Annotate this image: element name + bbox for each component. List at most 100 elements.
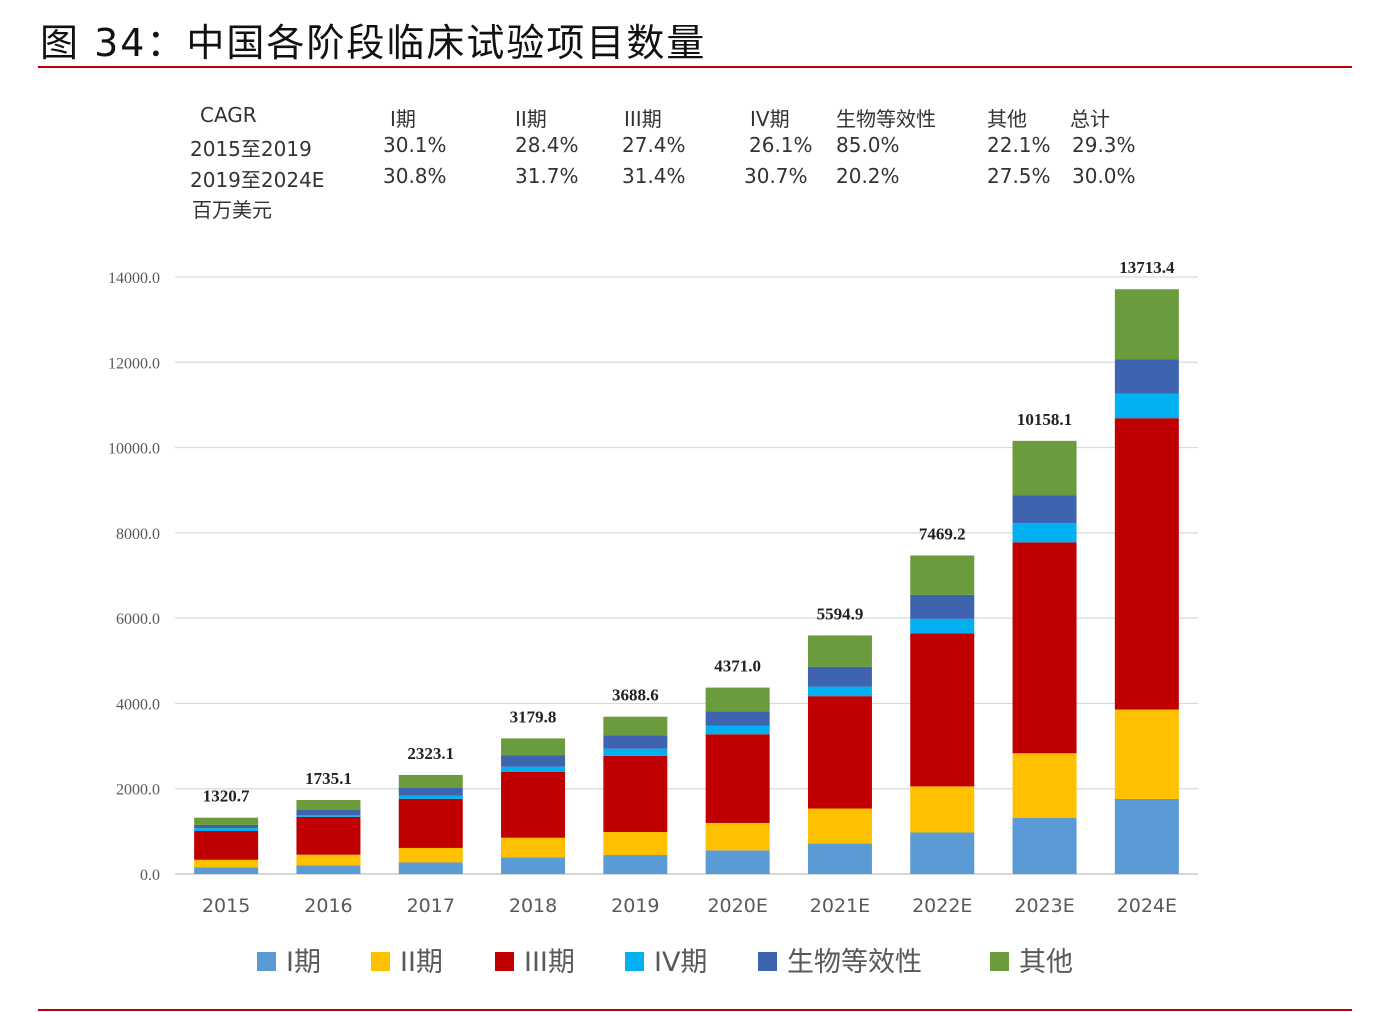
legend-label: 其他: [1019, 947, 1073, 978]
bar-segment: [603, 855, 668, 874]
bar-segment: [1012, 523, 1077, 543]
x-tick-label: 2016: [304, 895, 352, 917]
legend-label: I期: [286, 947, 321, 978]
total-label: 3179.8: [510, 707, 557, 726]
table-cell: 28.4%: [515, 133, 579, 157]
bar-segment: [398, 798, 463, 848]
bar-segment: [1114, 418, 1179, 710]
x-tick-label: 2017: [407, 895, 455, 917]
bar-segment: [910, 618, 975, 634]
bar-segment: [194, 867, 259, 874]
bar-segment: [910, 633, 975, 787]
x-tick-label: 2018: [509, 895, 557, 917]
y-tick-label: 2000.0: [116, 782, 160, 799]
table-header: IV期: [750, 107, 790, 131]
bar-segment: [1114, 798, 1179, 874]
bar-segment: [807, 635, 872, 667]
bar-segment: [398, 847, 463, 863]
table-cell: 29.3%: [1072, 133, 1136, 157]
legend-swatch: [758, 952, 777, 971]
bar-segment: [910, 594, 975, 619]
table-header: II期: [515, 107, 547, 131]
bar-segment: [194, 831, 259, 860]
legend-swatch: [371, 952, 390, 971]
bar-segment: [807, 696, 872, 809]
bar-segment: [296, 816, 361, 855]
table-cell: 30.0%: [1072, 164, 1136, 188]
bar-segment: [296, 865, 361, 874]
bottom-rule: [38, 1009, 1352, 1011]
bar-segment: [910, 786, 975, 833]
legend-label: III期: [524, 947, 575, 978]
bar-segment: [501, 857, 566, 874]
table-cell: 31.7%: [515, 164, 579, 188]
bar-segment: [398, 862, 463, 874]
bar-segment: [705, 725, 770, 735]
bar-segment: [501, 837, 566, 858]
bar-segment: [296, 809, 361, 816]
bar-segment: [807, 808, 872, 844]
table-header: 其他: [987, 107, 1027, 131]
bar-segment: [705, 687, 770, 712]
bar-segment: [1114, 393, 1179, 419]
x-tick-label: 2024E: [1117, 895, 1177, 917]
bar-segment: [194, 817, 259, 825]
table-cell: 30.1%: [383, 133, 447, 157]
total-label: 13713.4: [1119, 258, 1175, 277]
bar-segment: [296, 854, 361, 866]
legend-swatch: [495, 952, 514, 971]
bar-segment: [1012, 440, 1077, 496]
figure-title: 图 34：中国各阶段临床试验项目数量: [40, 21, 707, 65]
top-rule: [38, 66, 1352, 68]
bar-segment: [603, 748, 668, 756]
table-cell: 27.5%: [987, 164, 1051, 188]
y-tick-label: 12000.0: [108, 355, 160, 372]
bar-segment: [501, 766, 566, 772]
table-cell: 26.1%: [749, 133, 813, 157]
table-cell: 2019至2024E: [190, 168, 325, 192]
x-tick-label: 2015: [202, 895, 250, 917]
unit-label: 百万美元: [192, 198, 272, 222]
legend-swatch: [257, 952, 276, 971]
table-cell: 85.0%: [836, 133, 900, 157]
total-label: 2323.1: [407, 744, 454, 763]
total-label: 5594.9: [817, 604, 864, 623]
bar-segment: [1114, 709, 1179, 799]
y-tick-label: 10000.0: [108, 441, 160, 458]
bar-segment: [194, 824, 259, 829]
total-label: 1320.7: [203, 787, 250, 806]
y-tick-label: 14000.0: [108, 270, 160, 287]
x-tick-label: 2019: [611, 895, 659, 917]
bar-segment: [296, 800, 361, 810]
bar-segment: [1012, 542, 1077, 754]
bar-segment: [296, 815, 361, 817]
bar-segment: [603, 716, 668, 736]
x-tick-label: 2022E: [912, 895, 972, 917]
x-tick-label: 2021E: [810, 895, 870, 917]
total-label: 7469.2: [919, 525, 966, 544]
bar-segment: [501, 738, 566, 756]
x-tick-label: 2020E: [707, 895, 767, 917]
legend-swatch: [625, 952, 644, 971]
table-cell: 27.4%: [622, 133, 686, 157]
bar-segment: [807, 686, 872, 697]
bar-segment: [398, 795, 463, 799]
table-header: I期: [390, 107, 416, 131]
bar-segment: [603, 735, 668, 749]
bar-segment: [603, 831, 668, 856]
bar-segment: [705, 711, 770, 726]
bar-segment: [910, 832, 975, 874]
y-tick-label: 0.0: [140, 867, 160, 884]
bar-segment: [807, 666, 872, 687]
total-label: 10158.1: [1017, 410, 1072, 429]
bar-segment: [194, 828, 259, 832]
table-cell: 2015至2019: [190, 137, 312, 161]
legend-swatch: [990, 952, 1009, 971]
table-cell: 30.8%: [383, 164, 447, 188]
table-cell: 20.2%: [836, 164, 900, 188]
table-header: 总计: [1070, 107, 1110, 131]
total-label: 4371.0: [714, 657, 761, 676]
bar-segment: [398, 787, 463, 796]
bar-segment: [705, 822, 770, 851]
